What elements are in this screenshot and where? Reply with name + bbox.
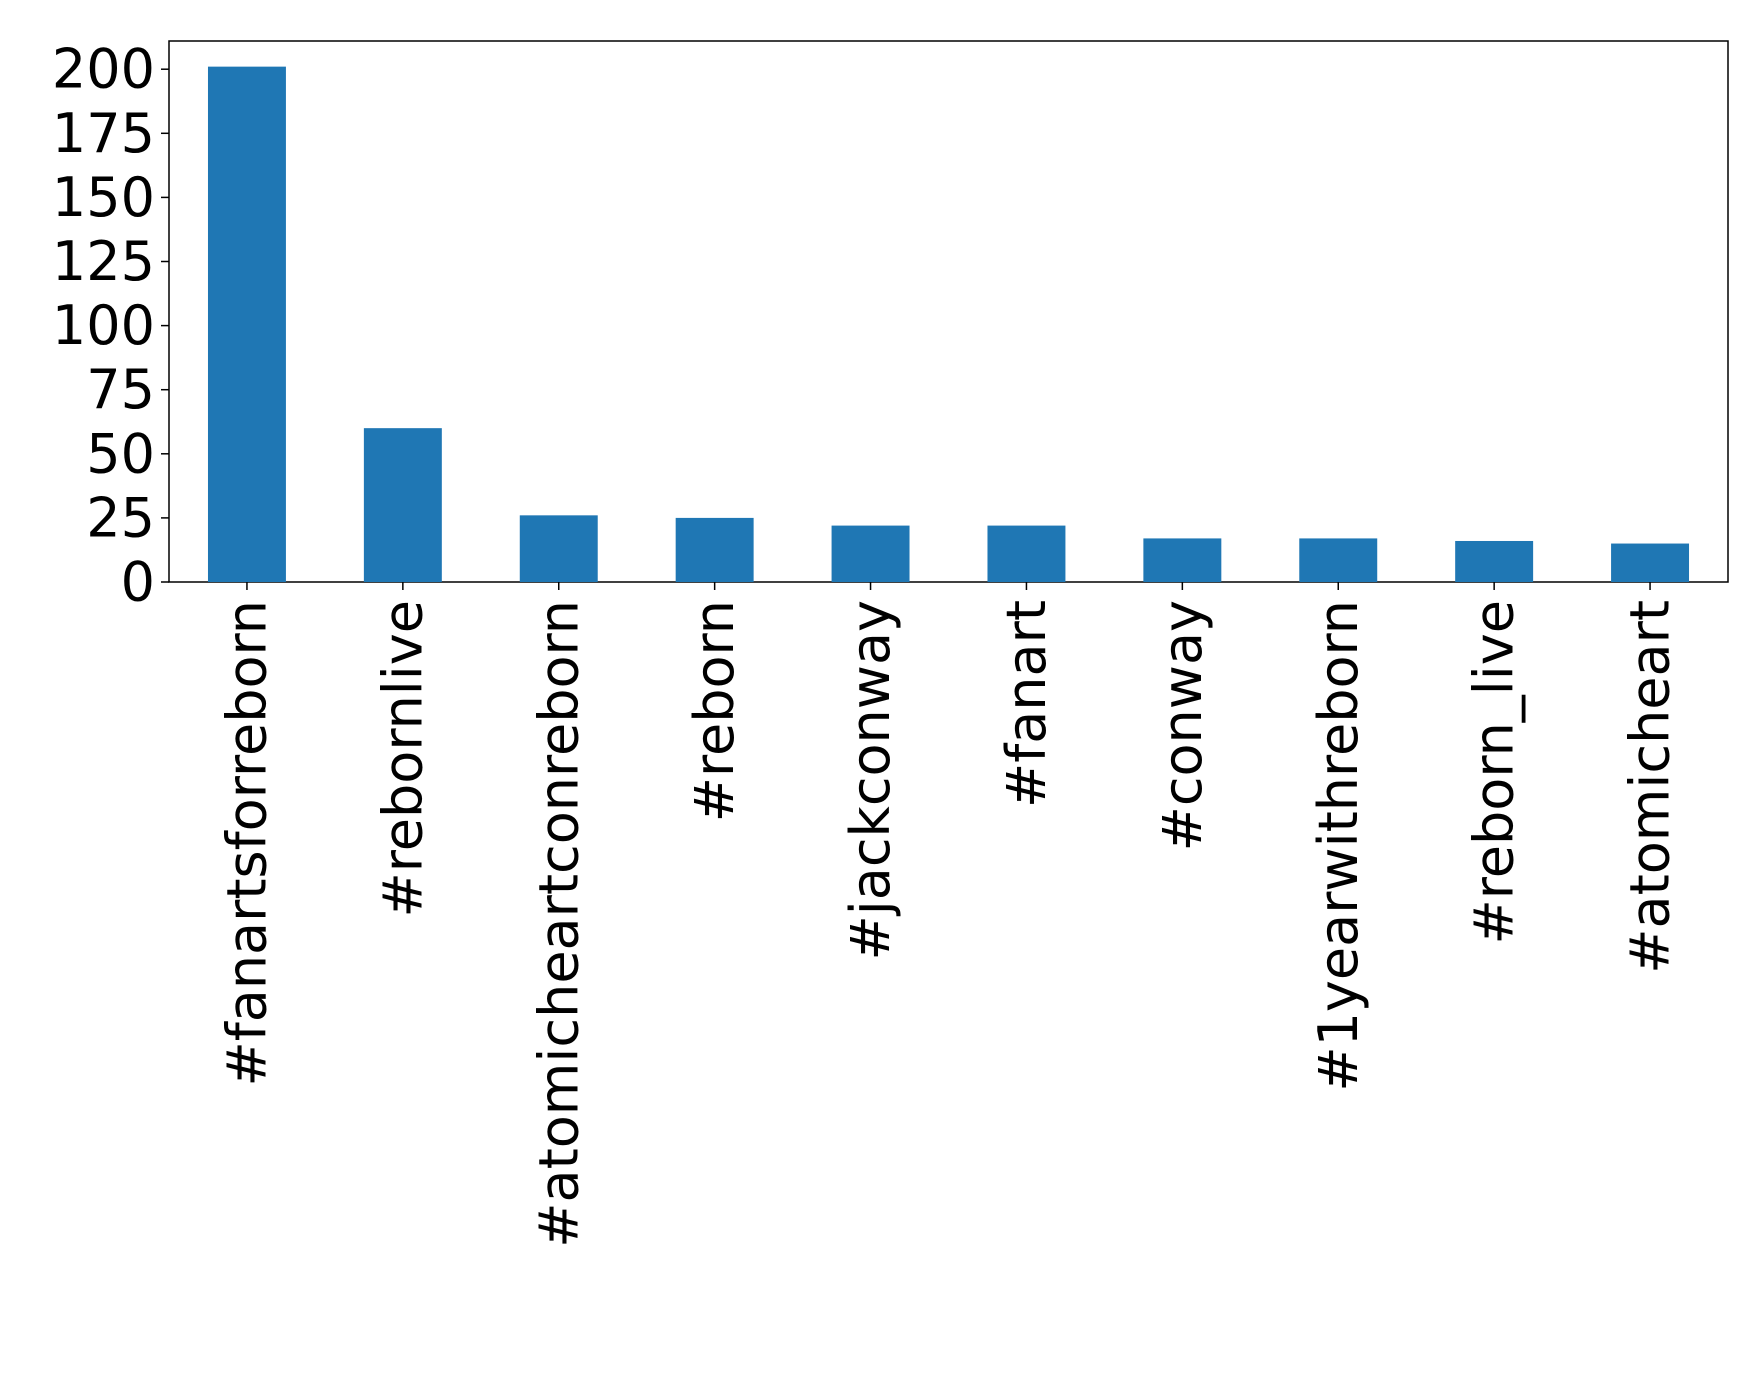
axes-frame [168, 40, 1729, 583]
y-tick-label: 75 [86, 358, 155, 421]
x-tick-label: #conway [1151, 600, 1214, 851]
bar [207, 66, 286, 582]
bar [1455, 540, 1534, 582]
x-tick-label: #reborn [683, 600, 746, 822]
x-tick-label: #reborn_live [1463, 600, 1526, 944]
y-tick-label: 175 [52, 102, 155, 165]
bar [519, 515, 598, 582]
y-tick-label: 125 [52, 230, 155, 293]
bar [363, 428, 442, 582]
bar [1611, 543, 1690, 582]
bar [987, 525, 1066, 582]
y-tick-label: 100 [52, 294, 155, 357]
y-tick-label: 150 [52, 166, 155, 229]
y-tick-label: 50 [86, 422, 155, 485]
bar [1299, 538, 1378, 582]
x-tick-label: #atomicheart [1619, 600, 1682, 974]
x-tick-label: #1yearwithreborn [1307, 600, 1370, 1092]
y-tick-label: 25 [86, 486, 155, 549]
x-tick-label: #atomicheartconreborn [527, 600, 590, 1248]
x-tick-label: #fanartsforreborn [215, 600, 278, 1087]
x-tick-label: #jackconway [839, 600, 902, 960]
bar [675, 517, 754, 582]
bar [831, 525, 910, 582]
bar [1143, 538, 1222, 582]
y-tick-label: 200 [52, 38, 155, 101]
x-tick-label: #rebornlive [371, 600, 434, 917]
x-tick-label: #fanart [995, 600, 1058, 808]
y-tick-label: 0 [121, 551, 155, 614]
